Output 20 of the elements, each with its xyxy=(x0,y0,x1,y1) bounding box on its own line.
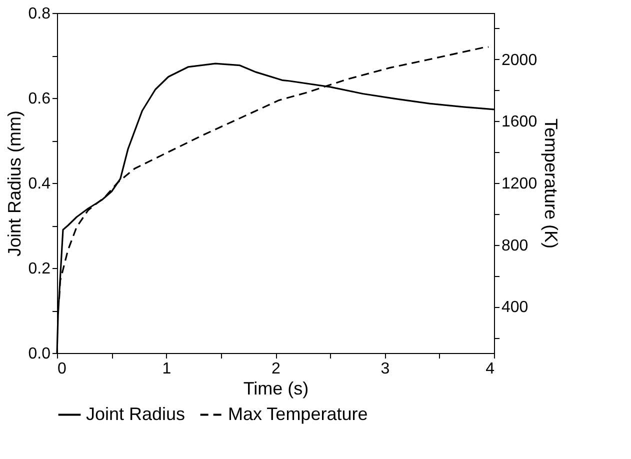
y-tick-label: 0.4 xyxy=(28,176,51,192)
legend-label: Max Temperature xyxy=(228,404,368,424)
y-tick-label: 0.6 xyxy=(28,90,51,108)
y-axis-title: Joint Radius (mm) xyxy=(4,110,24,257)
y2-tick-label: 2000 xyxy=(502,52,538,69)
y-tick-label: 0.8 xyxy=(28,6,51,22)
y2-tick-label: 800 xyxy=(502,237,528,254)
x-axis-title: Time (s) xyxy=(243,378,309,398)
legend-label: Joint Radius xyxy=(86,404,186,424)
x-tick-label: 3 xyxy=(380,360,390,378)
x-tick-label: 1 xyxy=(162,360,172,378)
y2-axis-title: Temperature (K) xyxy=(541,118,562,249)
x-tick-label: 0 xyxy=(58,360,66,378)
x-tick-label: 4 xyxy=(486,360,495,378)
y2-tick-label: 1200 xyxy=(502,176,538,192)
y2-tick-label: 1600 xyxy=(502,114,538,131)
y-tick-label: 0.0 xyxy=(28,346,51,362)
y-tick-label: 0.2 xyxy=(28,260,51,278)
y2-tick-label: 400 xyxy=(502,299,528,316)
x-tick-label: 2 xyxy=(272,360,281,378)
